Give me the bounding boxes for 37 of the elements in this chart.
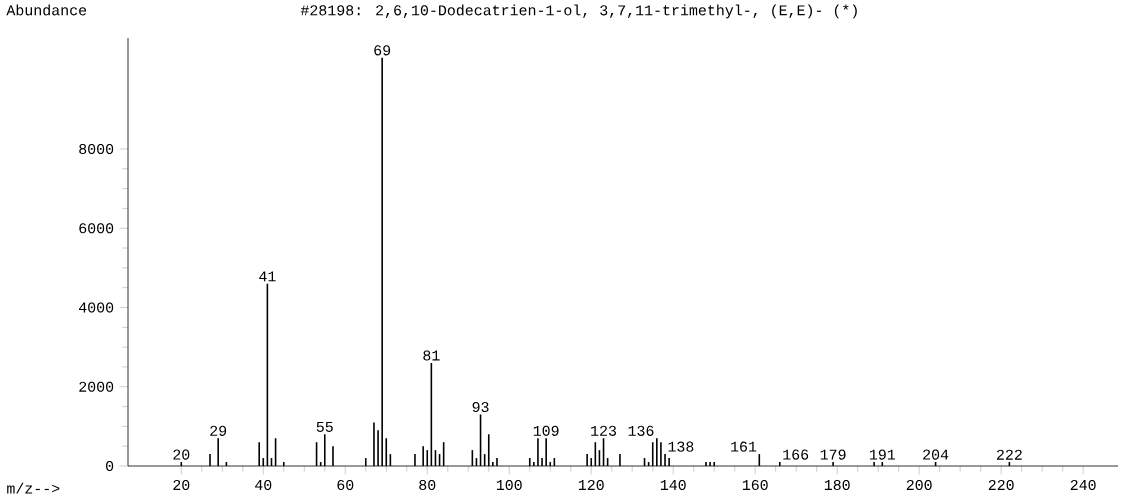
annotation: 109: [533, 425, 559, 436]
x-tick-label: 20: [173, 479, 190, 491]
annotation: 179: [820, 449, 846, 460]
annotation: 41: [259, 271, 276, 282]
annotation: 191: [869, 449, 896, 460]
x-tick-label: 160: [742, 479, 768, 491]
annotation: 123: [591, 425, 617, 436]
x-tick-label: 60: [337, 479, 354, 491]
annotation: 136: [628, 425, 654, 436]
chart-title: #28198: 2,6,10-Dodecatrien-1-ol, 3,7,11-trimethyl-, (E,E)- (*): [300, 4, 857, 19]
y-tick-label: 0: [106, 460, 114, 472]
x-tick-label: 240: [1070, 479, 1096, 491]
x-tick-label: 220: [988, 479, 1014, 491]
annotation: 93: [472, 401, 489, 413]
annotation: 55: [316, 421, 333, 432]
x-tick-label: 180: [824, 479, 850, 491]
annotation: 138: [668, 441, 694, 452]
y-tick-label: 6000: [79, 223, 114, 234]
annotation: 81: [423, 350, 440, 361]
annotation: 166: [783, 449, 809, 460]
y-tick-label: 4000: [78, 302, 114, 313]
x-tick-label: 80: [419, 479, 436, 491]
x-axis-title: m/z-->: [7, 482, 60, 494]
x-tick-label: 120: [578, 479, 604, 491]
x-tick-label: 100: [496, 479, 522, 491]
y-tick-label: 2000: [79, 381, 114, 392]
y-axis-title: Abundance: [6, 4, 87, 16]
y-tick-label: 8000: [79, 143, 114, 155]
annotation: 222: [996, 449, 1022, 460]
annotation: 20: [173, 449, 190, 460]
x-tick-label: 200: [906, 479, 932, 491]
annotation: 69: [374, 45, 391, 56]
annotation: 29: [210, 425, 227, 436]
x-tick-label: 140: [660, 479, 686, 491]
annotation: 161: [731, 441, 757, 452]
x-tick-label: 40: [255, 479, 272, 491]
annotation: 204: [923, 449, 949, 460]
